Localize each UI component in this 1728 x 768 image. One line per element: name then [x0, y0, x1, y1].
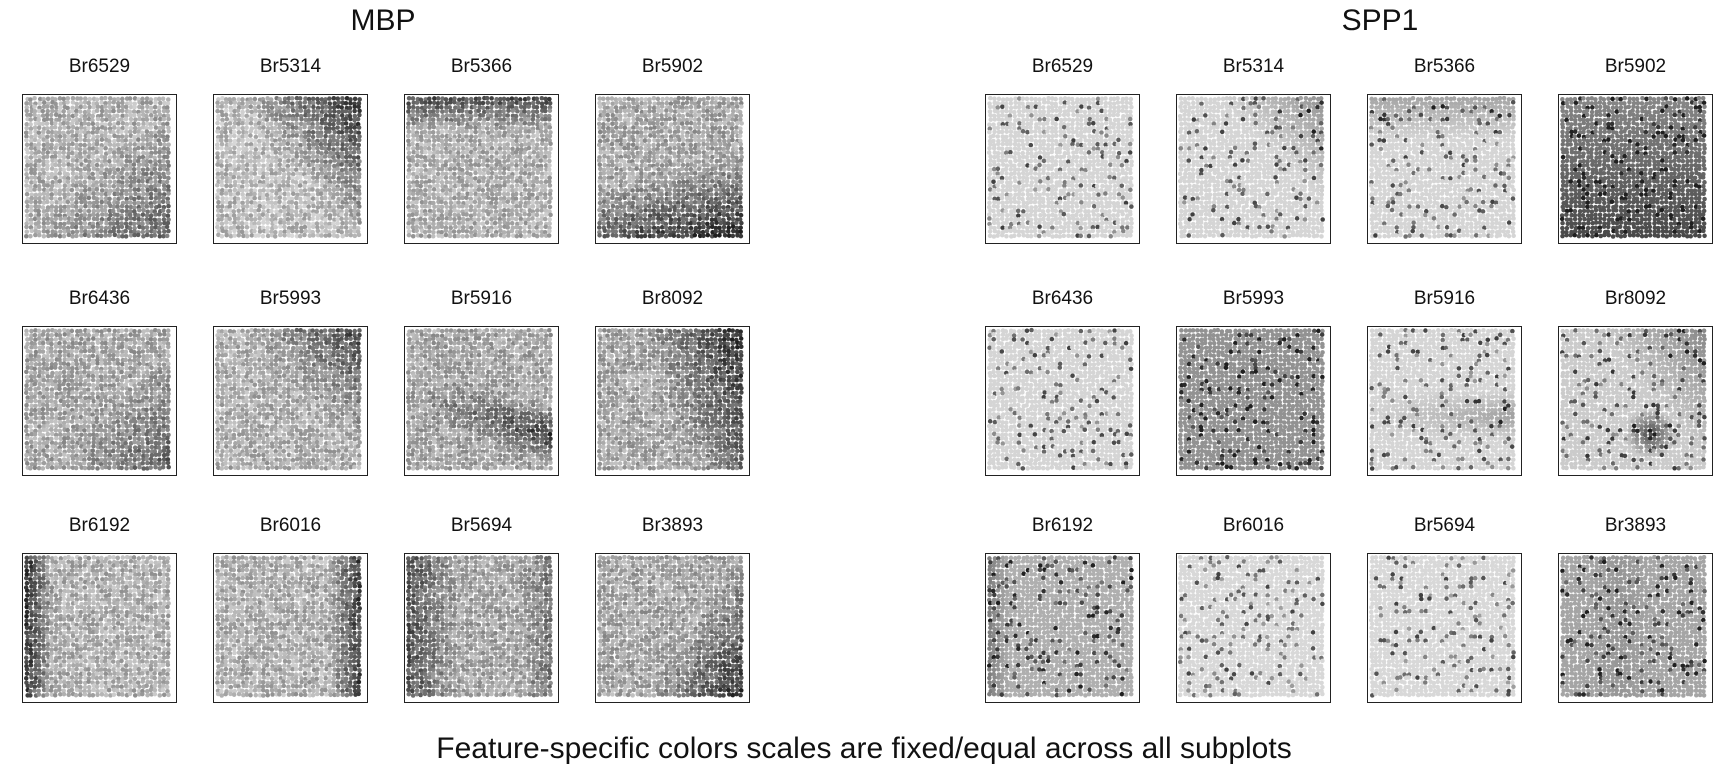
spot-scatter	[1368, 95, 1516, 239]
spot-scatter	[1178, 327, 1325, 471]
spot-scatter	[405, 95, 553, 239]
spp1-group-title: SPP1	[1342, 4, 1419, 38]
sample-label: Br5902	[642, 56, 703, 78]
spot-plot-panel	[213, 326, 368, 476]
sample-label: Br6016	[1223, 515, 1284, 537]
sample-label: Br5993	[1223, 288, 1284, 310]
spot-scatter	[23, 554, 171, 698]
sample-label: Br6192	[1032, 515, 1093, 537]
spot-scatter	[1369, 327, 1516, 471]
spot-scatter	[214, 327, 362, 471]
spot-scatter	[23, 327, 171, 471]
sample-label: Br8092	[642, 288, 703, 310]
spot-scatter	[987, 555, 1134, 698]
spot-scatter	[596, 327, 744, 471]
spot-scatter	[23, 95, 171, 239]
sample-label: Br3893	[642, 515, 703, 537]
spot-plot-panel	[404, 326, 559, 476]
sample-label: Br5916	[451, 288, 512, 310]
spot-plot-panel	[1558, 553, 1713, 703]
spot-plot-panel	[1176, 94, 1331, 244]
sample-label: Br5902	[1605, 56, 1666, 78]
spot-plot-panel	[595, 94, 750, 244]
sample-label: Br3893	[1605, 515, 1666, 537]
spot-plot-panel	[1558, 94, 1713, 244]
spot-plot-panel	[22, 553, 177, 703]
spot-scatter	[596, 95, 744, 239]
spot-plot-panel	[404, 94, 559, 244]
spot-scatter	[1560, 554, 1707, 698]
sample-label: Br6436	[1032, 288, 1093, 310]
spot-scatter	[1559, 95, 1707, 239]
sample-label: Br5366	[451, 56, 512, 78]
sample-label: Br6529	[69, 56, 130, 78]
spot-plot-panel	[985, 94, 1140, 244]
sample-label: Br6529	[1032, 56, 1093, 78]
sample-label: Br6016	[260, 515, 321, 537]
spot-plot-panel	[595, 326, 750, 476]
spot-scatter	[215, 554, 362, 698]
spot-plot-panel	[22, 326, 177, 476]
spot-plot-panel	[985, 553, 1140, 703]
sample-label: Br5314	[1223, 56, 1284, 78]
spot-plot-panel	[22, 94, 177, 244]
spot-scatter	[215, 95, 362, 239]
sample-label: Br8092	[1605, 288, 1666, 310]
spot-plot-panel	[213, 94, 368, 244]
sample-label: Br6436	[69, 288, 130, 310]
spot-plot-panel	[1176, 326, 1331, 476]
spot-plot-panel	[595, 553, 750, 703]
spot-scatter	[986, 95, 1134, 239]
spot-plot-panel	[1367, 94, 1522, 244]
sample-label: Br5314	[260, 56, 321, 78]
sample-label: Br5993	[260, 288, 321, 310]
mbp-group-title: MBP	[350, 4, 415, 38]
sample-label: Br5916	[1414, 288, 1475, 310]
spot-plot-panel	[1367, 326, 1522, 476]
spot-scatter	[1369, 554, 1516, 698]
spot-scatter	[405, 327, 553, 471]
spot-scatter	[987, 327, 1134, 471]
spot-plot-panel	[1176, 553, 1331, 703]
sample-label: Br5366	[1414, 56, 1475, 78]
sample-label: Br5694	[1414, 515, 1475, 537]
spot-plot-panel	[213, 553, 368, 703]
spot-scatter	[1560, 327, 1707, 471]
figure-caption: Feature-specific colors scales are fixed…	[436, 732, 1291, 766]
spot-plot-panel	[404, 553, 559, 703]
spot-scatter	[1177, 95, 1325, 239]
spot-plot-panel	[1367, 553, 1522, 703]
spot-scatter	[1177, 554, 1325, 698]
spot-scatter	[405, 554, 553, 698]
spot-plot-panel	[1558, 326, 1713, 476]
sample-label: Br6192	[69, 515, 130, 537]
spot-plot-panel	[985, 326, 1140, 476]
spot-scatter	[597, 554, 744, 698]
sample-label: Br5694	[451, 515, 512, 537]
